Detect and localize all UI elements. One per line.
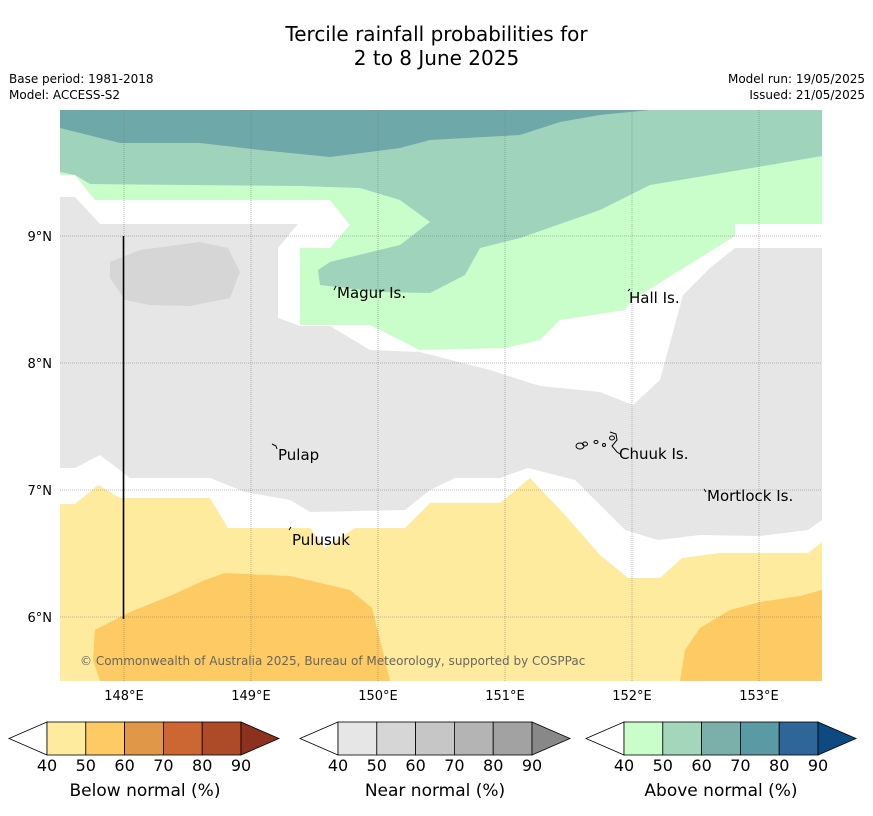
colorbar-above-tick: 40 xyxy=(614,756,634,775)
y-tick-8n: 8°N xyxy=(28,357,53,372)
colorbar-below-swatch xyxy=(162,721,203,756)
model-name: Model: ACCESS-S2 xyxy=(9,88,121,102)
base-period: Base period: 1981-2018 xyxy=(9,72,154,86)
model-run: Model run: 19/05/2025 xyxy=(727,72,865,86)
colorbar-above-tick: 50 xyxy=(653,756,673,775)
pulap-island-mark xyxy=(271,443,278,450)
colorbar-below-tick: 70 xyxy=(153,756,173,775)
colorbar-near-swatch xyxy=(337,721,378,756)
region-near-50 xyxy=(110,242,240,306)
copyright-text: © Commonwealth of Australia 2025, Bureau… xyxy=(80,654,585,668)
magur-island-mark xyxy=(333,285,337,291)
meta-left: Base period: 1981-2018 Model: ACCESS-S2 xyxy=(9,71,154,103)
colorbar-near-tick: 70 xyxy=(444,756,464,775)
colorbar-above-swatch xyxy=(662,721,702,756)
island-marks xyxy=(271,285,707,531)
region-below-50-east xyxy=(680,590,822,681)
x-tick-153: 153°E xyxy=(739,689,779,704)
colorbar-below: 40 50 60 70 80 90 xyxy=(7,721,281,775)
colorbar-near-swatch xyxy=(415,721,455,756)
colorbar-below-swatch xyxy=(46,721,87,756)
map-title: Tercile rainfall probabilities for 2 to … xyxy=(0,22,873,70)
x-tick-150: 150°E xyxy=(358,689,398,704)
colorbar-above-swatch xyxy=(623,721,664,756)
region-near-40 xyxy=(60,197,822,540)
colorbar-near-extend-high xyxy=(531,721,572,756)
place-label-chuuk: Chuuk Is. xyxy=(619,445,688,463)
mortlock-island-mark xyxy=(703,488,707,493)
colorbar-near-tick: 60 xyxy=(405,756,425,775)
colorbar-below-swatch xyxy=(85,721,126,756)
colorbar-near-extend-low xyxy=(298,721,339,756)
colorbar-below-label: Below normal (%) xyxy=(69,781,221,801)
x-axis-ticks: 148°E 149°E 150°E 151°E 152°E 153°E xyxy=(104,689,779,704)
colorbar-below-tick: 60 xyxy=(114,756,134,775)
colorbar-below-tick: 40 xyxy=(37,756,57,775)
colorbar-above-extend-low xyxy=(584,721,625,756)
place-label-pulusuk: Pulusuk xyxy=(292,531,350,549)
colorbar-below-swatch xyxy=(201,721,242,756)
colorbar-near-swatch xyxy=(376,721,416,756)
colorbar-near-swatch xyxy=(453,721,494,756)
region-below-50 xyxy=(93,573,390,681)
colorbar-above-tick: 80 xyxy=(769,756,789,775)
title-line-2: 2 to 8 June 2025 xyxy=(353,46,520,70)
probability-regions xyxy=(60,110,822,681)
place-label-mortlock: Mortlock Is. xyxy=(707,487,793,505)
colorbar-below-tick: 50 xyxy=(76,756,96,775)
x-tick-152: 152°E xyxy=(612,689,652,704)
colorbar-near-tick: 90 xyxy=(522,756,542,775)
y-tick-7n: 7°N xyxy=(28,484,53,499)
y-tick-9n: 9°N xyxy=(28,230,53,245)
x-tick-151: 151°E xyxy=(485,689,525,704)
colorbar-below-extend-low xyxy=(7,721,48,756)
colorbar-above-swatch xyxy=(778,721,819,756)
colorbar-below-swatch xyxy=(124,721,164,756)
meta-right: Model run: 19/05/2025 Issued: 21/05/2025 xyxy=(728,71,865,103)
pulusuk-island-mark xyxy=(288,526,292,531)
colorbar-near: 40 50 60 70 80 90 xyxy=(298,721,572,775)
x-tick-148: 148°E xyxy=(104,689,144,704)
colorbar-above-swatch xyxy=(701,721,741,756)
colorbar-below-extend-high xyxy=(240,721,281,756)
colorbar-near-swatch xyxy=(492,721,533,756)
hall-island-mark xyxy=(627,288,631,292)
graticule xyxy=(60,110,822,681)
colorbar-below-tick: 80 xyxy=(192,756,212,775)
issued-date: Issued: 21/05/2025 xyxy=(749,88,865,102)
colorbar-near-label: Near normal (%) xyxy=(364,781,506,801)
colorbar-above-swatch xyxy=(740,721,780,756)
x-tick-149: 149°E xyxy=(231,689,271,704)
colorbar-below-tick: 90 xyxy=(231,756,251,775)
place-label-pulap: Pulap xyxy=(278,446,319,464)
colorbar-near-tick: 80 xyxy=(483,756,503,775)
chuuk-islands-mark xyxy=(575,431,621,455)
region-above-60 xyxy=(60,110,650,157)
region-above-50 xyxy=(60,110,822,293)
y-axis-ticks: 9°N 8°N 7°N 6°N xyxy=(28,230,53,626)
colorbar-above-tick: 60 xyxy=(691,756,711,775)
colorbar-near-tick: 40 xyxy=(328,756,348,775)
colorbar-above-extend-high xyxy=(817,721,858,756)
colorbar-above: 40 50 60 70 80 90 xyxy=(584,721,858,775)
y-tick-6n: 6°N xyxy=(28,611,53,626)
place-label-magur: Magur Is. xyxy=(337,284,406,302)
colorbar-above-tick: 70 xyxy=(730,756,750,775)
colorbar-above-tick: 90 xyxy=(808,756,828,775)
place-label-hall: Hall Is. xyxy=(629,289,680,307)
title-line-1: Tercile rainfall probabilities for xyxy=(285,22,588,46)
colorbar-above-label: Above normal (%) xyxy=(644,781,798,801)
colorbar-near-tick: 50 xyxy=(367,756,387,775)
place-labels: Magur Is. Hall Is. Pulap Chuuk Is. Mortl… xyxy=(278,284,793,549)
